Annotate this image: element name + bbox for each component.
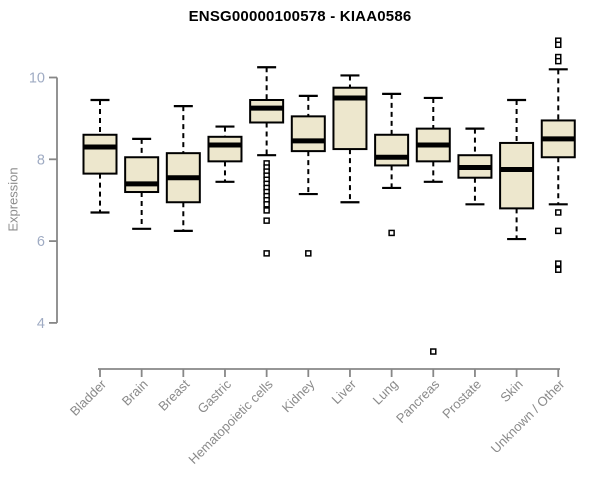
- boxplot-skin: [499, 98, 535, 241]
- y-tick-label: 10: [29, 71, 45, 87]
- x-tick-label-bladder: Bladder: [67, 376, 110, 419]
- outlier-point: [388, 229, 395, 237]
- boxplot-lung: [374, 92, 410, 237]
- iqr-box: [207, 135, 243, 163]
- outlier-point: [555, 57, 562, 65]
- boxplot-bladder: [82, 98, 118, 214]
- x-tick-label-skin: Skin: [497, 377, 525, 405]
- outlier-point: [555, 266, 562, 273]
- outlier-point: [555, 260, 562, 267]
- x-tick-label-pancreas: Pancreas: [393, 376, 443, 426]
- chart-title: ENSG00000100578 - KIAA0586: [188, 8, 412, 25]
- boxplot-breast: [165, 105, 201, 232]
- iqr-box: [249, 98, 285, 124]
- boxplot-kidney: [290, 94, 326, 257]
- outlier-point: [263, 250, 270, 257]
- outlier-point: [555, 209, 562, 216]
- x-tick-label-lung: Lung: [370, 377, 401, 408]
- y-tick-label: 4: [37, 316, 45, 332]
- boxplot-prostate: [457, 127, 493, 206]
- y-tick-label: 8: [37, 152, 45, 168]
- boxplot-brain: [124, 137, 160, 230]
- outlier-point: [430, 348, 437, 355]
- boxplot-pancreas: [415, 96, 451, 355]
- outlier-point: [263, 201, 270, 208]
- iqr-box: [290, 115, 326, 153]
- x-tick-label-unknown-other: Unknown / Other: [488, 376, 568, 456]
- outlier-point: [263, 217, 270, 224]
- iqr-box: [374, 133, 410, 167]
- boxplot-gastric: [207, 125, 243, 183]
- y-tick-label: 6: [37, 234, 45, 250]
- iqr-box: [124, 156, 160, 194]
- x-tick-label-breast: Breast: [155, 376, 192, 413]
- x-tick-label-kidney: Kidney: [279, 376, 318, 415]
- boxplot-unknown-other: [540, 37, 576, 273]
- x-tick-label-prostate: Prostate: [439, 377, 484, 422]
- boxplot-liver: [332, 74, 368, 204]
- outlier-point: [555, 41, 562, 49]
- boxplot-hematopoietic-cells: [249, 66, 285, 257]
- x-tick-label-liver: Liver: [329, 376, 360, 407]
- iqr-box: [82, 133, 118, 175]
- outlier-point: [263, 207, 270, 214]
- x-tick-label-brain: Brain: [119, 377, 151, 409]
- x-tick-label-gastric: Gastric: [194, 376, 234, 416]
- outlier-point: [555, 227, 562, 235]
- outlier-point: [305, 250, 312, 257]
- iqr-box: [499, 141, 535, 210]
